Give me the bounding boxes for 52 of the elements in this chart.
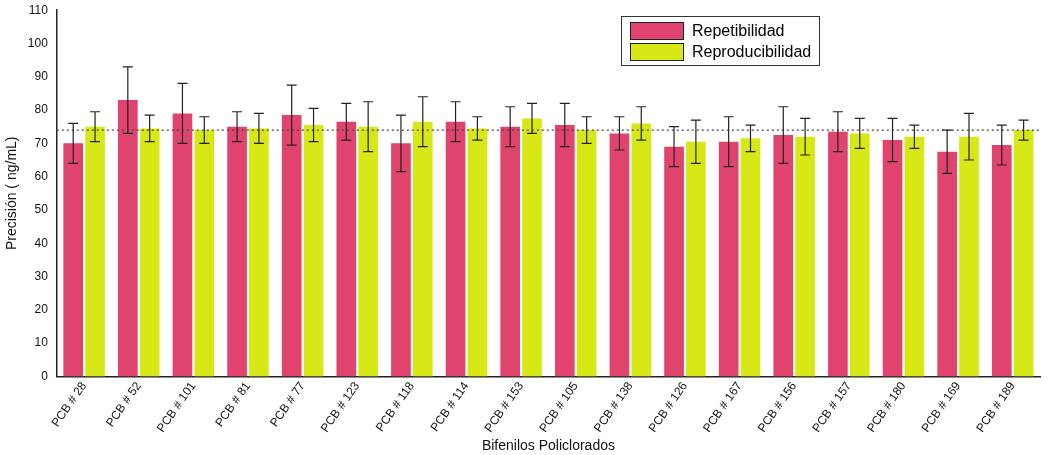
- bar: [522, 118, 542, 377]
- y-tick-label: 110: [28, 2, 49, 17]
- bar: [391, 143, 411, 377]
- bar: [773, 135, 794, 377]
- y-axis-title: Precisión ( ng/mL): [3, 136, 20, 251]
- bar: [740, 138, 761, 377]
- bar: [937, 151, 957, 377]
- bar: [467, 128, 488, 377]
- y-tick-label: 100: [27, 35, 49, 50]
- bar: [336, 121, 357, 377]
- bar: [85, 126, 105, 377]
- bar: [554, 125, 575, 377]
- bar: [249, 128, 269, 377]
- bar: [194, 130, 215, 377]
- bar: [959, 136, 979, 377]
- legend-label: Repetibilidad: [692, 21, 785, 40]
- bar: [882, 140, 903, 377]
- bar: [576, 130, 597, 377]
- y-tick-label: 60: [34, 168, 49, 183]
- bar: [500, 126, 521, 377]
- bar: [795, 136, 815, 377]
- bar: [445, 121, 466, 377]
- bar: [904, 136, 925, 377]
- bar: [63, 143, 84, 377]
- bar: [139, 128, 160, 377]
- y-tick-label: 70: [34, 135, 49, 150]
- legend-label: Reproducibilidad: [692, 42, 812, 61]
- bar: [172, 113, 193, 377]
- y-tick-label: 30: [34, 268, 49, 283]
- bar: [991, 145, 1012, 377]
- bar: [718, 141, 739, 377]
- bar: [358, 126, 378, 377]
- y-tick-label: 90: [34, 69, 49, 84]
- bar: [849, 133, 870, 377]
- bar: [664, 146, 684, 377]
- bar: [828, 131, 848, 377]
- y-tick-label: 0: [41, 368, 49, 383]
- bar: [227, 126, 247, 377]
- y-tick-label: 10: [34, 335, 49, 350]
- bar: [303, 125, 324, 377]
- bar: [412, 121, 433, 377]
- bar: [281, 115, 302, 377]
- x-axis-title: Bifenilos Policlorados: [481, 437, 615, 454]
- y-tick-label: 80: [34, 102, 49, 117]
- y-tick-label: 20: [34, 302, 49, 317]
- y-tick-label: 40: [34, 235, 49, 250]
- bar: [118, 100, 138, 377]
- y-tick-label: 50: [34, 202, 49, 217]
- bar: [686, 141, 706, 377]
- bar: [631, 123, 652, 377]
- bar: [609, 133, 630, 377]
- bar: [1013, 130, 1034, 377]
